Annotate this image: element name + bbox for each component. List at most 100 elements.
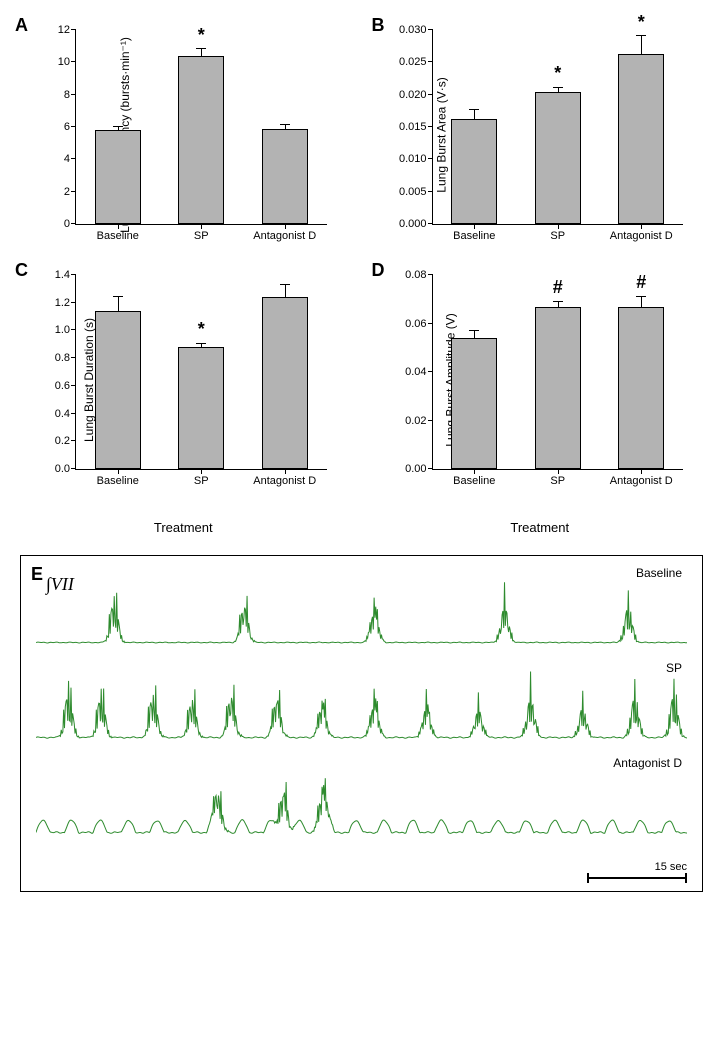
trace-label: Baseline	[636, 566, 682, 580]
bar	[451, 119, 497, 224]
trace-row: Baseline	[36, 566, 687, 656]
error-bar	[201, 49, 202, 55]
error-cap	[553, 301, 563, 302]
y-tick-mark	[71, 440, 76, 441]
error-bar	[641, 297, 642, 307]
y-tick-label: 0.06	[405, 318, 432, 330]
plot-area-c: 0.00.20.40.60.81.01.21.4Baseline*SPAntag…	[75, 275, 327, 470]
y-tick-mark	[71, 385, 76, 386]
panel-a: A Lung Burst Frequency (bursts·min⁻¹) 02…	[20, 20, 347, 255]
significance-marker: #	[636, 272, 646, 293]
y-tick-label: 6	[64, 121, 76, 133]
error-cap	[196, 343, 206, 344]
error-cap	[280, 284, 290, 285]
bar	[535, 92, 581, 224]
x-axis-label: Treatment	[377, 520, 704, 535]
trace-label: Antagonist D	[613, 756, 682, 770]
y-tick-mark	[71, 468, 76, 469]
trace-rows: Baseline SP Antagonist D	[36, 566, 687, 846]
scale-bar-cap	[587, 873, 589, 883]
trace-path	[36, 582, 687, 643]
y-tick-mark	[428, 29, 433, 30]
y-tick-label: 8	[64, 89, 76, 101]
y-tick-mark	[71, 94, 76, 95]
y-tick-mark	[428, 420, 433, 421]
error-cap	[469, 109, 479, 110]
x-tick-mark	[118, 469, 119, 474]
y-tick-label: 0.6	[55, 380, 76, 392]
y-tick-label: 1.0	[55, 324, 76, 336]
x-tick-mark	[641, 224, 642, 229]
error-cap	[113, 126, 123, 127]
bar	[95, 311, 141, 469]
y-tick-mark	[71, 413, 76, 414]
y-tick-mark	[71, 302, 76, 303]
significance-marker: *	[198, 25, 205, 46]
y-tick-mark	[71, 191, 76, 192]
panel-label: A	[15, 15, 28, 36]
x-tick-mark	[201, 469, 202, 474]
bar	[535, 307, 581, 469]
plot-area-b: 0.0000.0050.0100.0150.0200.0250.030Basel…	[432, 30, 684, 225]
y-tick-label: 0.8	[55, 352, 76, 364]
x-tick-mark	[285, 224, 286, 229]
error-bar	[118, 297, 119, 311]
panel-label: D	[372, 260, 385, 281]
scale-bar-cap	[685, 873, 687, 883]
bar	[178, 347, 224, 469]
x-tick-mark	[558, 469, 559, 474]
error-bar	[474, 110, 475, 119]
y-tick-mark	[428, 371, 433, 372]
error-bar	[474, 331, 475, 338]
y-tick-mark	[428, 94, 433, 95]
error-cap	[113, 296, 123, 297]
chart-b: Lung Burst Area (V·s) 0.0000.0050.0100.0…	[432, 20, 704, 250]
significance-marker: *	[638, 12, 645, 33]
y-tick-label: 0.020	[399, 89, 433, 101]
y-tick-mark	[428, 126, 433, 127]
bar	[262, 297, 308, 469]
trace-row: SP	[36, 661, 687, 751]
error-cap	[280, 124, 290, 125]
y-tick-label: 0.005	[399, 186, 433, 198]
x-tick-mark	[474, 224, 475, 229]
bar	[451, 338, 497, 469]
panel-c: C Lung Burst Duration (s) 0.00.20.40.60.…	[20, 265, 347, 535]
y-tick-mark	[428, 468, 433, 469]
y-tick-mark	[71, 158, 76, 159]
y-tick-mark	[71, 274, 76, 275]
y-tick-label: 0.030	[399, 24, 433, 36]
y-tick-label: 0.2	[55, 435, 76, 447]
y-tick-label: 2	[64, 186, 76, 198]
trace-row: Antagonist D	[36, 756, 687, 846]
error-bar	[285, 125, 286, 129]
y-tick-label: 0.04	[405, 366, 432, 378]
y-tick-mark	[428, 61, 433, 62]
trace-svg	[36, 566, 687, 656]
y-tick-label: 4	[64, 153, 76, 165]
y-tick-mark	[428, 323, 433, 324]
y-tick-label: 0.02	[405, 415, 432, 427]
y-tick-label: 0.00	[405, 463, 432, 475]
bar	[618, 54, 664, 224]
error-bar	[118, 127, 119, 130]
significance-marker: #	[553, 277, 563, 298]
y-tick-label: 0.08	[405, 269, 432, 281]
y-tick-label: 0.025	[399, 56, 433, 68]
significance-marker: *	[198, 319, 205, 340]
panel-label: C	[15, 260, 28, 281]
x-tick-mark	[558, 224, 559, 229]
panel-e: E ∫VII BaselineSPAntagonist D 15 sec	[20, 555, 703, 892]
y-tick-mark	[71, 357, 76, 358]
bar	[618, 307, 664, 469]
y-tick-mark	[428, 223, 433, 224]
y-tick-label: 0.015	[399, 121, 433, 133]
y-tick-label: 12	[58, 24, 76, 36]
chart-a: Lung Burst Frequency (bursts·min⁻¹) 0246…	[75, 20, 347, 250]
error-bar	[558, 302, 559, 307]
y-tick-label: 0	[64, 218, 76, 230]
y-tick-label: 1.4	[55, 269, 76, 281]
bar	[95, 130, 141, 224]
trace-label: SP	[666, 661, 682, 675]
error-cap	[469, 330, 479, 331]
